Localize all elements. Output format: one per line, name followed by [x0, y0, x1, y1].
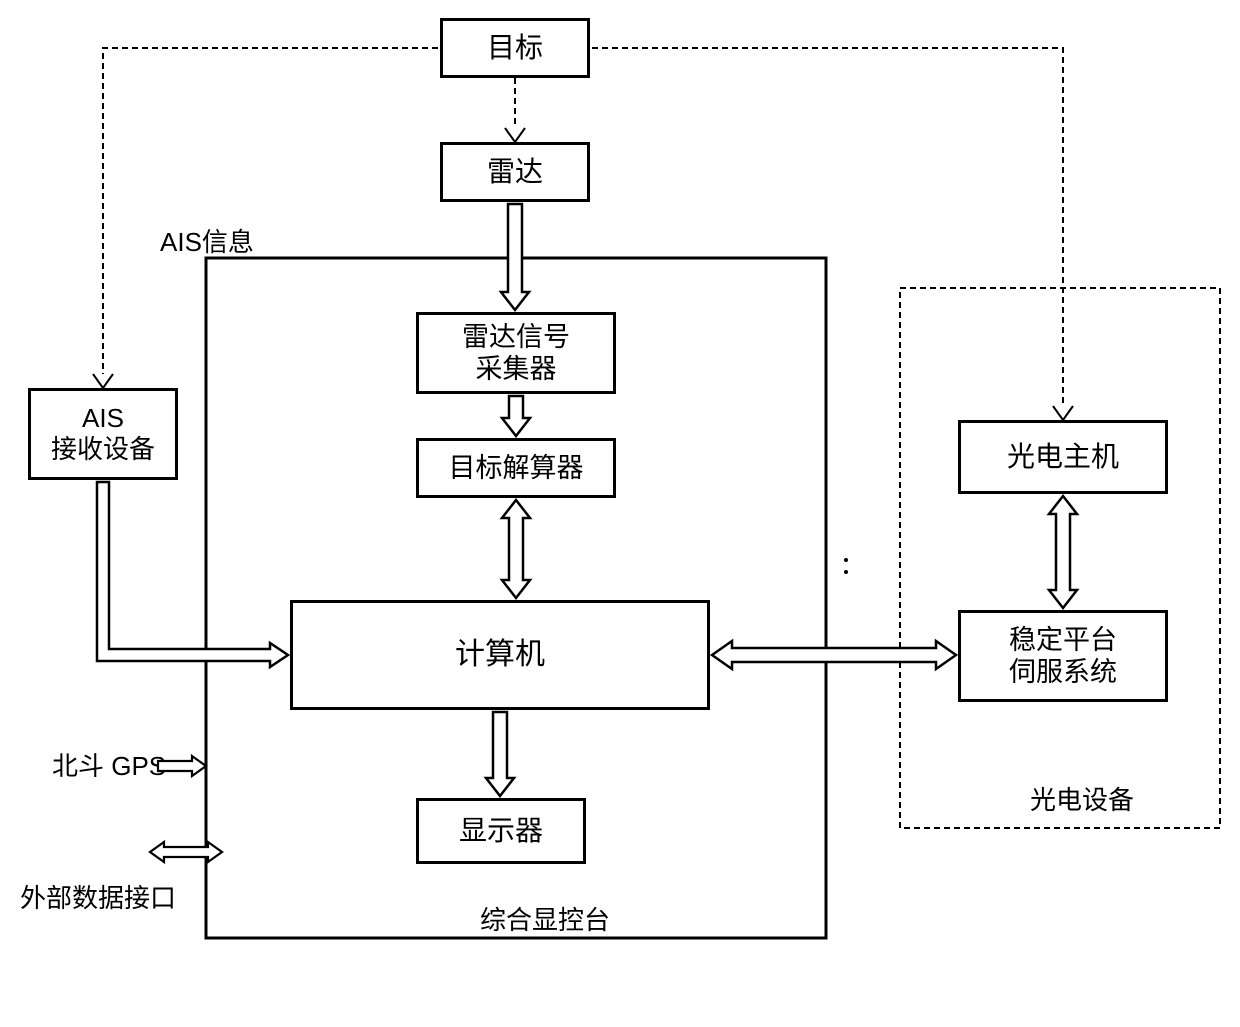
node-oe_host: 光电主机	[958, 420, 1168, 494]
node-target_solver: 目标解算器	[416, 438, 616, 498]
node-target: 目标	[440, 18, 590, 78]
label-ais_info: AIS信息	[160, 222, 254, 259]
node-radar_collector: 雷达信号采集器	[416, 312, 616, 394]
node-display: 显示器	[416, 798, 586, 864]
node-servo: 稳定平台伺服系统	[958, 610, 1168, 702]
label-beidou: 北斗 GPS	[52, 746, 166, 783]
container-label-console: 综合显控台	[480, 900, 610, 937]
container-label-oe_box: 光电设备	[1030, 780, 1134, 817]
node-radar: 雷达	[440, 142, 590, 202]
label-ext_data: 外部数据接口	[20, 878, 176, 915]
node-computer: 计算机	[290, 600, 710, 710]
node-ais_receiver: AIS接收设备	[28, 388, 178, 480]
